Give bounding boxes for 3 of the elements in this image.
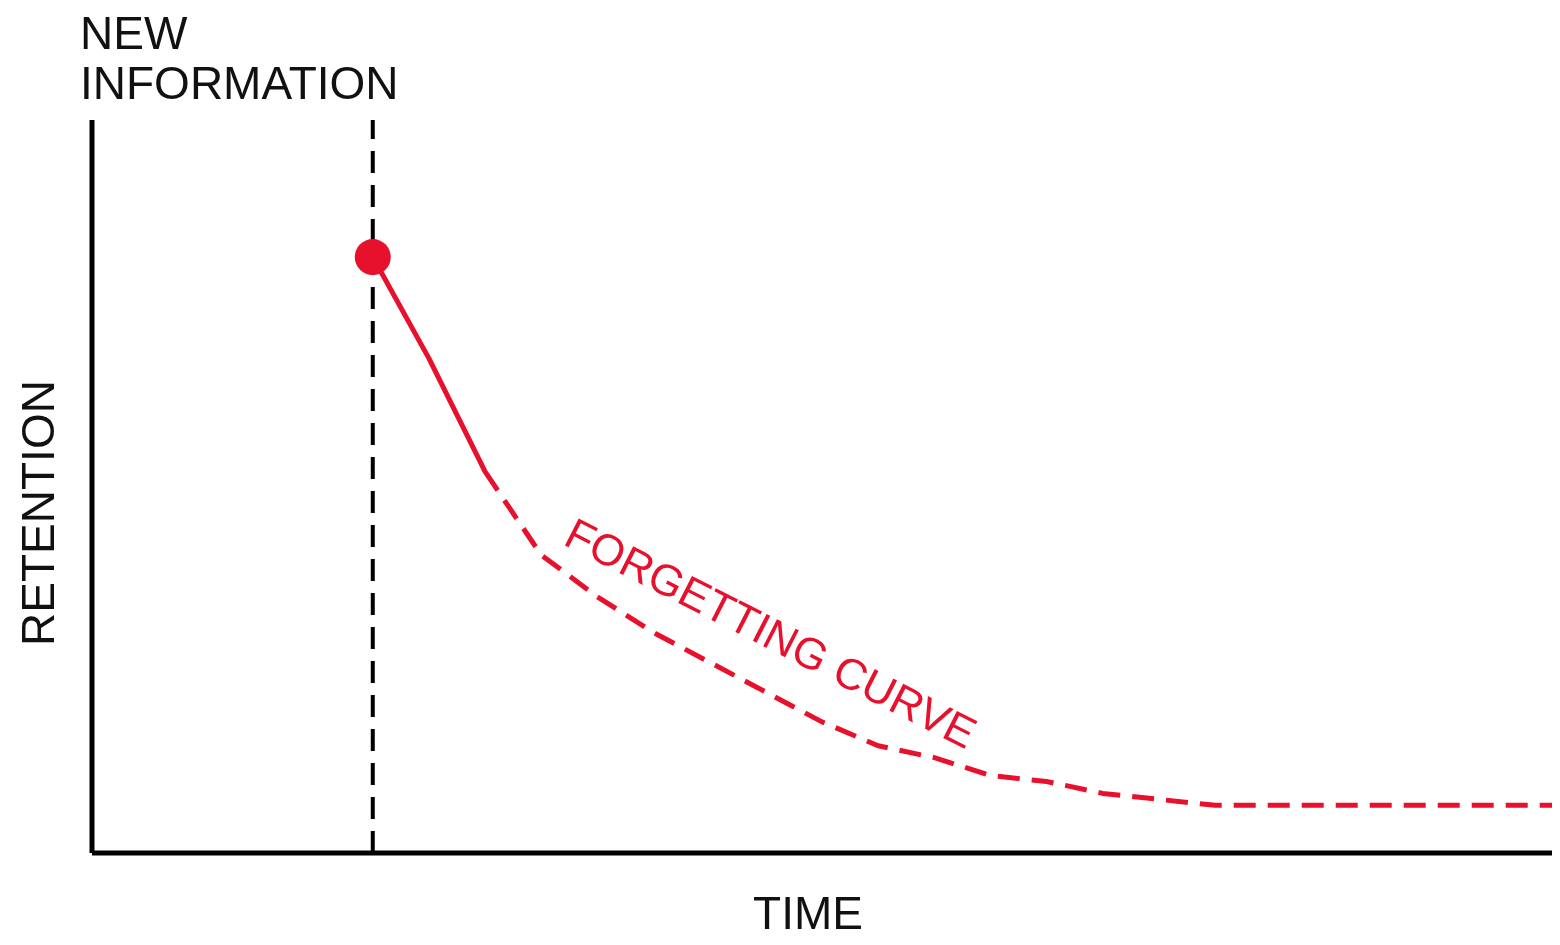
y-axis-title: RETENTION [11, 380, 65, 646]
x-axis-title: TIME [753, 886, 863, 940]
text: NEW INFORMATION [80, 7, 399, 109]
